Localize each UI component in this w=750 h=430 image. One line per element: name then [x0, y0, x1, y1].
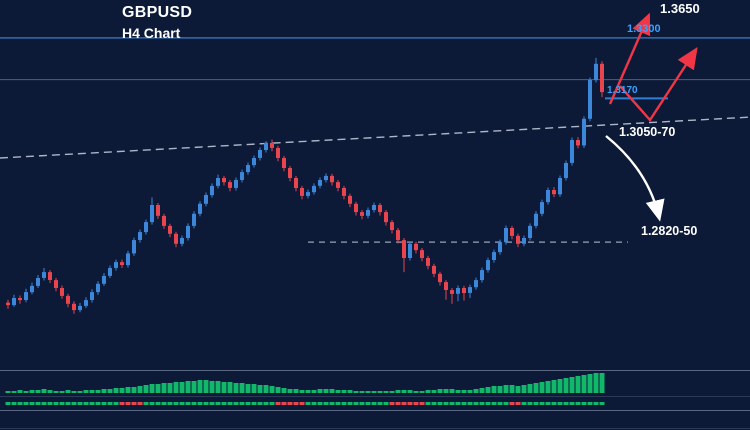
price-label-support-13050-70: 1.3050-70 [619, 125, 676, 139]
price-label-support-12820-50: 1.2820-50 [641, 224, 698, 238]
price-label-resistance-13300: 1.3300 [627, 23, 661, 35]
timeframe-title: H4 Chart [122, 25, 181, 41]
price-label-target-13650: 1.3650 [660, 1, 700, 16]
price-label-current-13170: 1.3170 [607, 85, 638, 96]
symbol-title: GBPUSD [122, 4, 193, 21]
chart-title: GBPUSD H4 Chart [122, 3, 192, 43]
